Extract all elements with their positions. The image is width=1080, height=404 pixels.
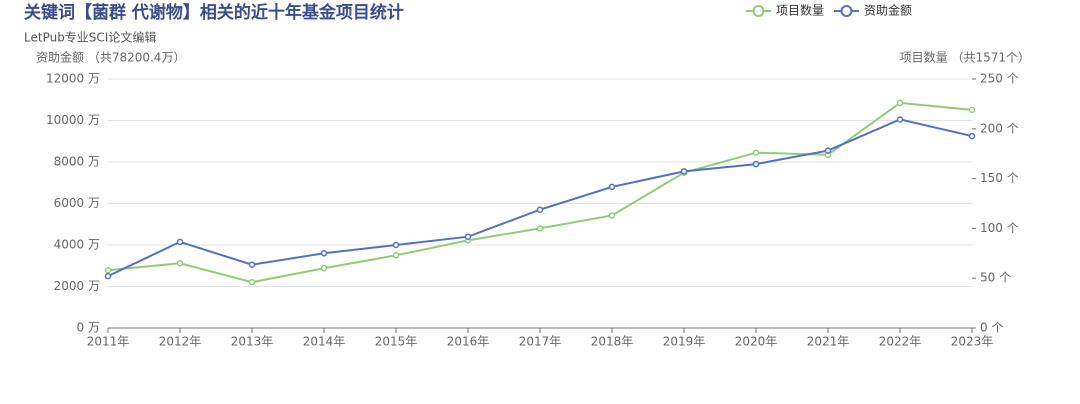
x-tick-label: 2021年 <box>807 335 850 349</box>
x-tick-label: 2016年 <box>447 335 490 349</box>
data-point <box>392 241 400 249</box>
data-point <box>248 278 256 286</box>
data-point <box>608 183 616 191</box>
y2-tick-label: 0 个 <box>980 321 1003 335</box>
legend-label: 资助金额 <box>864 3 912 18</box>
y-tick-label: 8000 万 <box>54 155 100 169</box>
y2-tick-label: 100 个 <box>980 221 1019 235</box>
legend-marker <box>752 5 765 17</box>
data-point <box>536 225 544 232</box>
y2-tick-label: 200 个 <box>980 121 1019 135</box>
y-tick-label: 6000 万 <box>54 196 100 210</box>
y-tick-label: 2000 万 <box>54 279 100 293</box>
x-tick-label: 2017年 <box>519 335 562 349</box>
x-tick-label: 2013年 <box>231 335 274 349</box>
data-point <box>968 106 976 114</box>
x-tick-label: 2014年 <box>303 335 346 349</box>
data-point <box>680 168 688 175</box>
x-tick-label: 2023年 <box>951 335 994 349</box>
x-tick-label: 2011年 <box>87 335 130 349</box>
legend-marker <box>840 5 853 17</box>
y-axis-label: 资助金额 （共78200.4万） <box>36 50 185 65</box>
chart-subtitle: LetPub专业SCI论文编辑 <box>24 30 156 45</box>
data-point <box>464 233 472 240</box>
legend-label: 项目数量 <box>776 3 824 18</box>
data-point <box>536 206 544 213</box>
y2-tick-label: 150 个 <box>980 171 1019 185</box>
data-point <box>896 99 904 107</box>
data-point <box>824 147 832 154</box>
data-point <box>896 116 904 123</box>
x-tick-label: 2020年 <box>735 335 778 349</box>
data-point <box>608 212 616 219</box>
data-point <box>320 264 328 272</box>
data-point <box>104 266 112 274</box>
data-point <box>104 272 112 280</box>
x-tick-label: 2015年 <box>375 335 418 349</box>
series-line <box>107 118 973 278</box>
x-tick-label: 2018年 <box>591 335 634 349</box>
y-tick-label: 0 万 <box>77 321 100 335</box>
data-point <box>968 132 976 140</box>
x-tick-label: 2019年 <box>663 335 706 349</box>
y-tick-label: 12000 万 <box>46 72 100 86</box>
y2-tick-label: 250 个 <box>980 72 1019 86</box>
chart-title: 关键词【菌群 代谢物】相关的近十年基金项目统计 <box>24 2 404 23</box>
series-line <box>107 101 973 284</box>
data-point <box>752 160 760 168</box>
data-point <box>248 261 256 268</box>
y2-tick-label: 50 个 <box>980 271 1011 285</box>
data-point <box>392 252 400 259</box>
data-point <box>320 250 328 257</box>
data-point <box>176 238 184 246</box>
y-tick-label: 10000 万 <box>46 113 100 127</box>
y2-axis-label: 项目数量 （共1571个） <box>900 50 1030 65</box>
data-point <box>752 149 760 156</box>
data-point <box>176 260 184 267</box>
x-tick-label: 2012年 <box>159 335 202 349</box>
y-tick-label: 4000 万 <box>54 238 100 252</box>
x-tick-label: 2022年 <box>879 335 922 349</box>
